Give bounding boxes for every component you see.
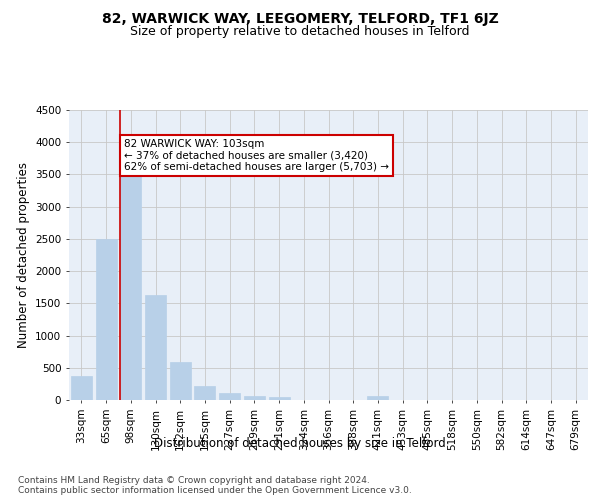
Bar <box>367 396 388 400</box>
Bar <box>170 362 191 400</box>
Text: 82, WARWICK WAY, LEEGOMERY, TELFORD, TF1 6JZ: 82, WARWICK WAY, LEEGOMERY, TELFORD, TF1… <box>101 12 499 26</box>
Bar <box>145 295 166 400</box>
Text: Distribution of detached houses by size in Telford: Distribution of detached houses by size … <box>154 438 446 450</box>
Bar <box>244 396 265 400</box>
Bar <box>269 398 290 400</box>
Text: 82 WARWICK WAY: 103sqm
← 37% of detached houses are smaller (3,420)
62% of semi-: 82 WARWICK WAY: 103sqm ← 37% of detached… <box>124 139 389 172</box>
Text: Size of property relative to detached houses in Telford: Size of property relative to detached ho… <box>130 25 470 38</box>
Bar <box>194 386 215 400</box>
Bar <box>95 239 116 400</box>
Text: Contains HM Land Registry data © Crown copyright and database right 2024.
Contai: Contains HM Land Registry data © Crown c… <box>18 476 412 495</box>
Bar <box>219 393 240 400</box>
Bar <box>71 376 92 400</box>
Bar <box>120 160 141 400</box>
Y-axis label: Number of detached properties: Number of detached properties <box>17 162 29 348</box>
